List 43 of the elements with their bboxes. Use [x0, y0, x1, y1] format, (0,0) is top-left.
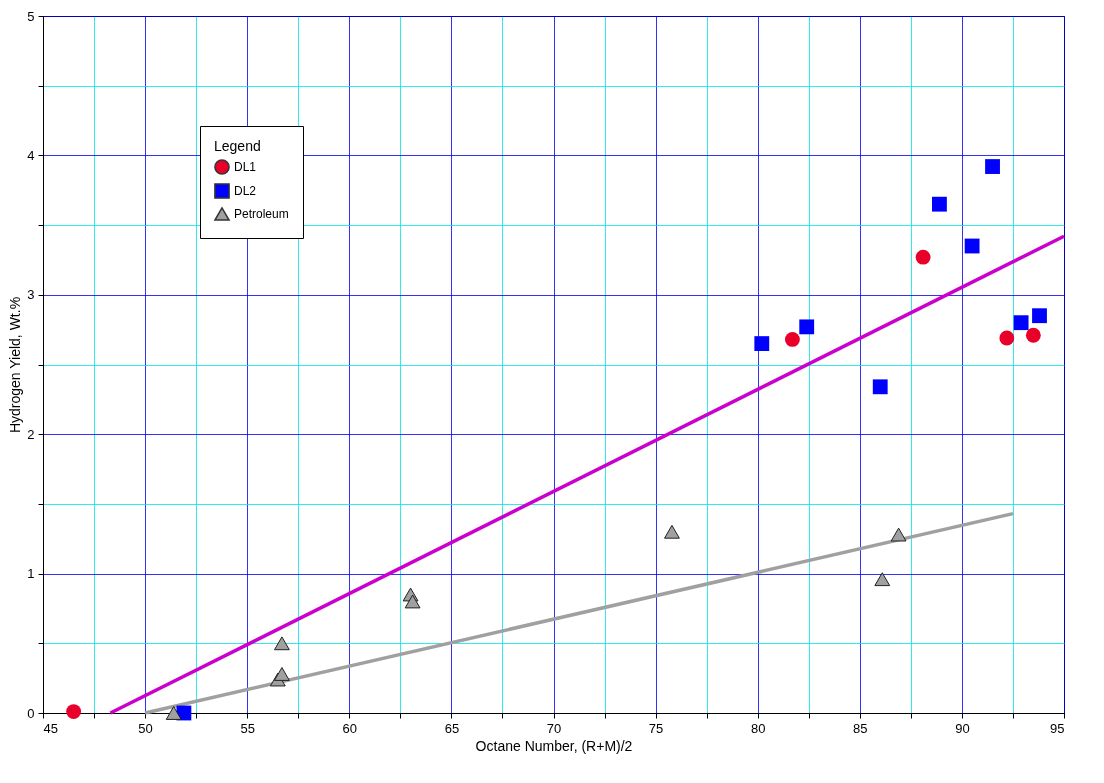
x-tick-label: 95	[1050, 720, 1065, 736]
y-axis-title: Hydrogen Yield, Wt.%	[7, 296, 24, 434]
y-tick-label: 4	[27, 147, 35, 163]
point	[274, 667, 290, 681]
y-tick-label: 1	[27, 566, 35, 582]
x-tick-label: 50	[138, 720, 153, 736]
x-tick-label: 85	[853, 720, 868, 736]
point	[999, 330, 1015, 346]
x-tick-label: 45	[43, 720, 58, 736]
x-tick-label: 65	[444, 720, 460, 736]
x-tick-label: 90	[955, 720, 970, 736]
point	[890, 527, 907, 542]
y-tick-label: 3	[27, 287, 35, 303]
point	[785, 332, 800, 347]
point	[1025, 327, 1041, 343]
y-tick-label: 0	[27, 705, 35, 721]
point	[964, 238, 980, 254]
point	[165, 706, 182, 720]
point	[274, 636, 290, 651]
legend-title: Legend	[214, 138, 261, 154]
point	[754, 336, 770, 352]
legend-label: DL1	[234, 160, 257, 174]
x-tick-label: 75	[648, 720, 664, 736]
point	[985, 159, 1000, 174]
point	[664, 524, 680, 539]
point	[874, 572, 891, 587]
x-tick-label: 80	[750, 720, 766, 736]
point	[404, 594, 421, 609]
point	[799, 319, 815, 335]
x-tick-label: 70	[546, 720, 562, 736]
point	[915, 249, 931, 265]
point	[872, 379, 888, 395]
point	[66, 704, 82, 720]
point	[1032, 308, 1047, 324]
y-tick-label: 5	[27, 8, 35, 24]
x-tick-label: 60	[342, 720, 358, 736]
point	[932, 196, 947, 212]
x-tick-label: 55	[240, 720, 255, 736]
x-axis-title: Octane Number, (R+M)/2	[475, 737, 633, 754]
y-tick-label: 2	[27, 426, 35, 442]
point	[1013, 315, 1029, 331]
legend-label: DL2	[234, 184, 257, 198]
legend-label: Petroleum	[234, 207, 289, 221]
